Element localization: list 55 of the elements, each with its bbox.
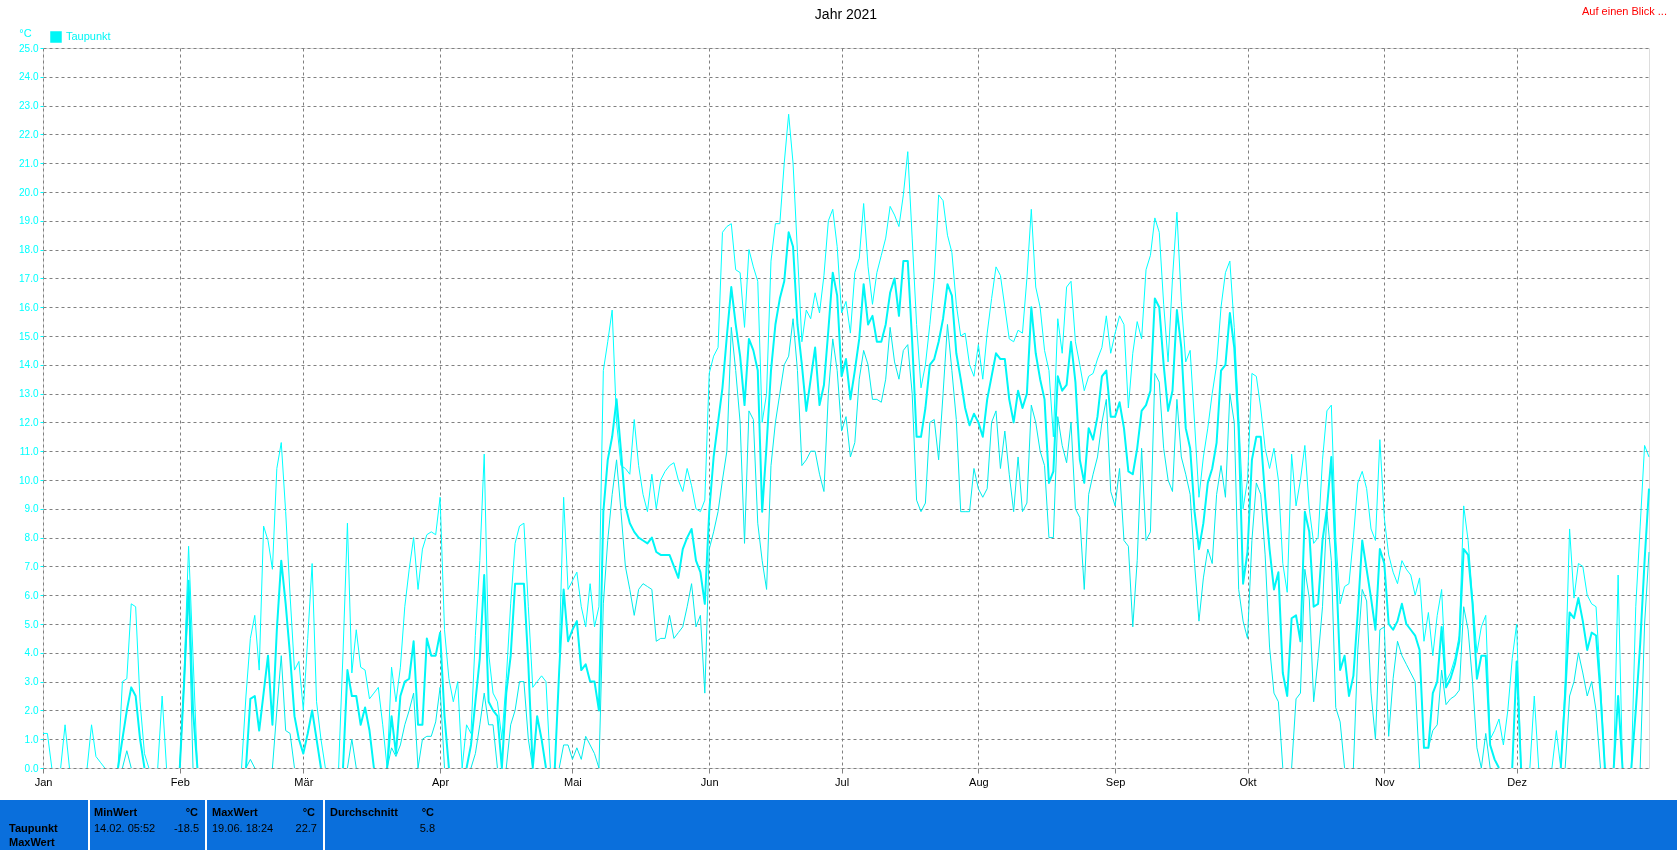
y-tick-label: 8.0 [24,532,39,544]
y-tick-label: 10.0 [19,474,39,486]
text: °C [421,806,435,818]
x-tick-label: Aug [969,775,989,788]
y-axis-title: °C [19,26,32,39]
text: 19.06. 18:24 [212,822,274,834]
y-tick-label: 5.0 [24,618,39,630]
x-tick-label: Feb [170,775,190,788]
text: 14.02. 05:52 [94,822,156,834]
y-tick-label: 14.0 [19,359,39,371]
x-tick-label: Mär [294,775,314,788]
y-tick-label: 19.0 [19,215,39,227]
y-tick-label: 2.0 [24,704,39,716]
x-tick-label: Apr [432,775,450,788]
y-tick-label: 15.0 [19,330,39,342]
chart-title: Jahr 2021 [814,6,878,22]
y-tick-label: 9.0 [24,503,39,515]
y-tick-label: 18.0 [19,244,39,256]
text: °C [185,806,199,818]
y-tick-label: 1.0 [24,733,39,745]
x-tick-label: Jun [700,775,719,788]
text: 5.8 [419,822,435,834]
y-tick-label: 13.0 [19,388,39,400]
y-tick-label: 17.0 [19,272,39,284]
x-tick-label: Nov [1374,775,1396,788]
y-tick-label: 3.0 [24,676,39,688]
y-tick-label: 20.0 [19,186,39,198]
y-tick-label: 12.0 [19,416,39,428]
text: Auf einen Blick ... [1582,5,1667,17]
y-tick-label: 7.0 [24,560,39,572]
text: Durchschnitt [330,806,399,818]
y-tick-label: 22.0 [19,128,39,140]
x-tick-label: Jul [835,775,850,788]
x-tick-label: Mai [564,775,582,788]
x-tick-label: Dez [1507,775,1527,788]
legend-label: Taupunkt [66,30,111,42]
y-tick-label: 16.0 [19,301,39,313]
text: Taupunkt [9,822,59,834]
text: 22.7 [295,822,317,834]
text: MaxWert [9,836,55,848]
y-tick-label: 6.0 [24,589,39,601]
y-tick-label: 21.0 [19,157,39,169]
x-tick-label: Sep [1105,775,1126,788]
x-tick-label: Jan [34,775,53,788]
text: -18.5 [173,822,199,834]
y-tick-label: 0.0 [24,762,39,774]
text: MaxWert [212,806,258,818]
text: °C [302,806,316,818]
text: MinWert [94,806,138,818]
y-tick-label: 11.0 [19,445,39,457]
x-tick-label: Okt [1239,775,1257,788]
y-tick-label: 24.0 [19,71,39,83]
y-tick-label: 4.0 [24,647,39,659]
y-tick-label: 23.0 [19,100,39,112]
y-tick-label: 25.0 [19,42,39,54]
